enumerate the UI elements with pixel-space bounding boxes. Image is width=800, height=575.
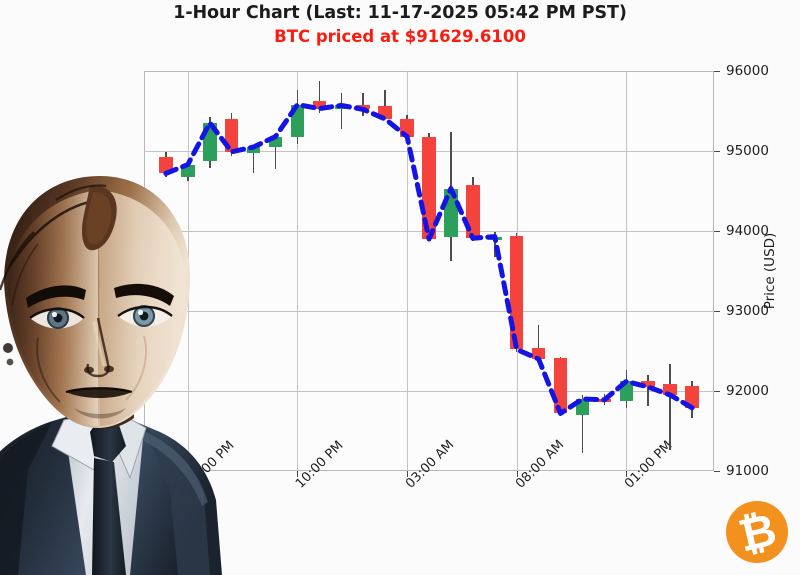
android-businessman-figure — [0, 170, 230, 575]
y-tick-mark — [714, 231, 720, 232]
candle-wick — [318, 80, 321, 113]
x-tick-mark — [407, 471, 409, 477]
candle-body — [312, 101, 327, 109]
candle-body — [268, 136, 283, 147]
candle-wick — [340, 92, 343, 129]
candle-body — [663, 383, 677, 395]
y-tick-mark — [714, 151, 720, 152]
y-tick-label: 93000 — [726, 303, 769, 319]
candle-body — [553, 358, 568, 414]
y-tick-label: 91000 — [726, 463, 769, 479]
candle-body — [202, 123, 217, 161]
y-tick-mark — [714, 391, 720, 392]
candle-wick — [581, 395, 584, 453]
candle-body — [509, 235, 524, 350]
candle-wick — [493, 231, 496, 257]
candle-body — [685, 386, 699, 408]
y-tick-mark — [714, 71, 720, 72]
y-tick-label: 94000 — [726, 223, 769, 239]
bitcoin-logo: ₿ — [726, 501, 788, 563]
y-tick-label: 95000 — [726, 143, 769, 159]
x-tick-mark — [297, 471, 299, 477]
candle-wick — [669, 363, 671, 451]
candle-body — [378, 106, 392, 119]
candle-body — [400, 119, 414, 137]
candle-body — [466, 184, 480, 239]
y-axis-label: Price (USD) — [762, 232, 778, 310]
candle-body — [641, 380, 655, 387]
y-tick-label: 92000 — [726, 383, 769, 399]
candle-body — [422, 136, 436, 239]
candle-body — [356, 104, 370, 110]
gridline-vertical — [626, 71, 628, 471]
candle-body — [224, 119, 239, 152]
x-tick-mark — [516, 471, 518, 477]
bitcoin-symbol-icon: ₿ — [733, 502, 781, 562]
candle-body — [531, 347, 546, 359]
x-tick-mark — [626, 471, 628, 477]
candle-body — [290, 104, 305, 138]
candle-body — [487, 236, 502, 240]
candle-body — [444, 188, 458, 238]
candle-body — [334, 105, 349, 109]
candle-body — [619, 381, 634, 401]
candle-body — [597, 399, 612, 402]
y-tick-mark — [714, 471, 720, 472]
candle-body — [246, 147, 261, 153]
candle-wick — [647, 375, 650, 407]
y-tick-mark — [714, 311, 720, 312]
candle-body — [575, 399, 590, 415]
y-tick-label: 96000 — [726, 63, 769, 79]
